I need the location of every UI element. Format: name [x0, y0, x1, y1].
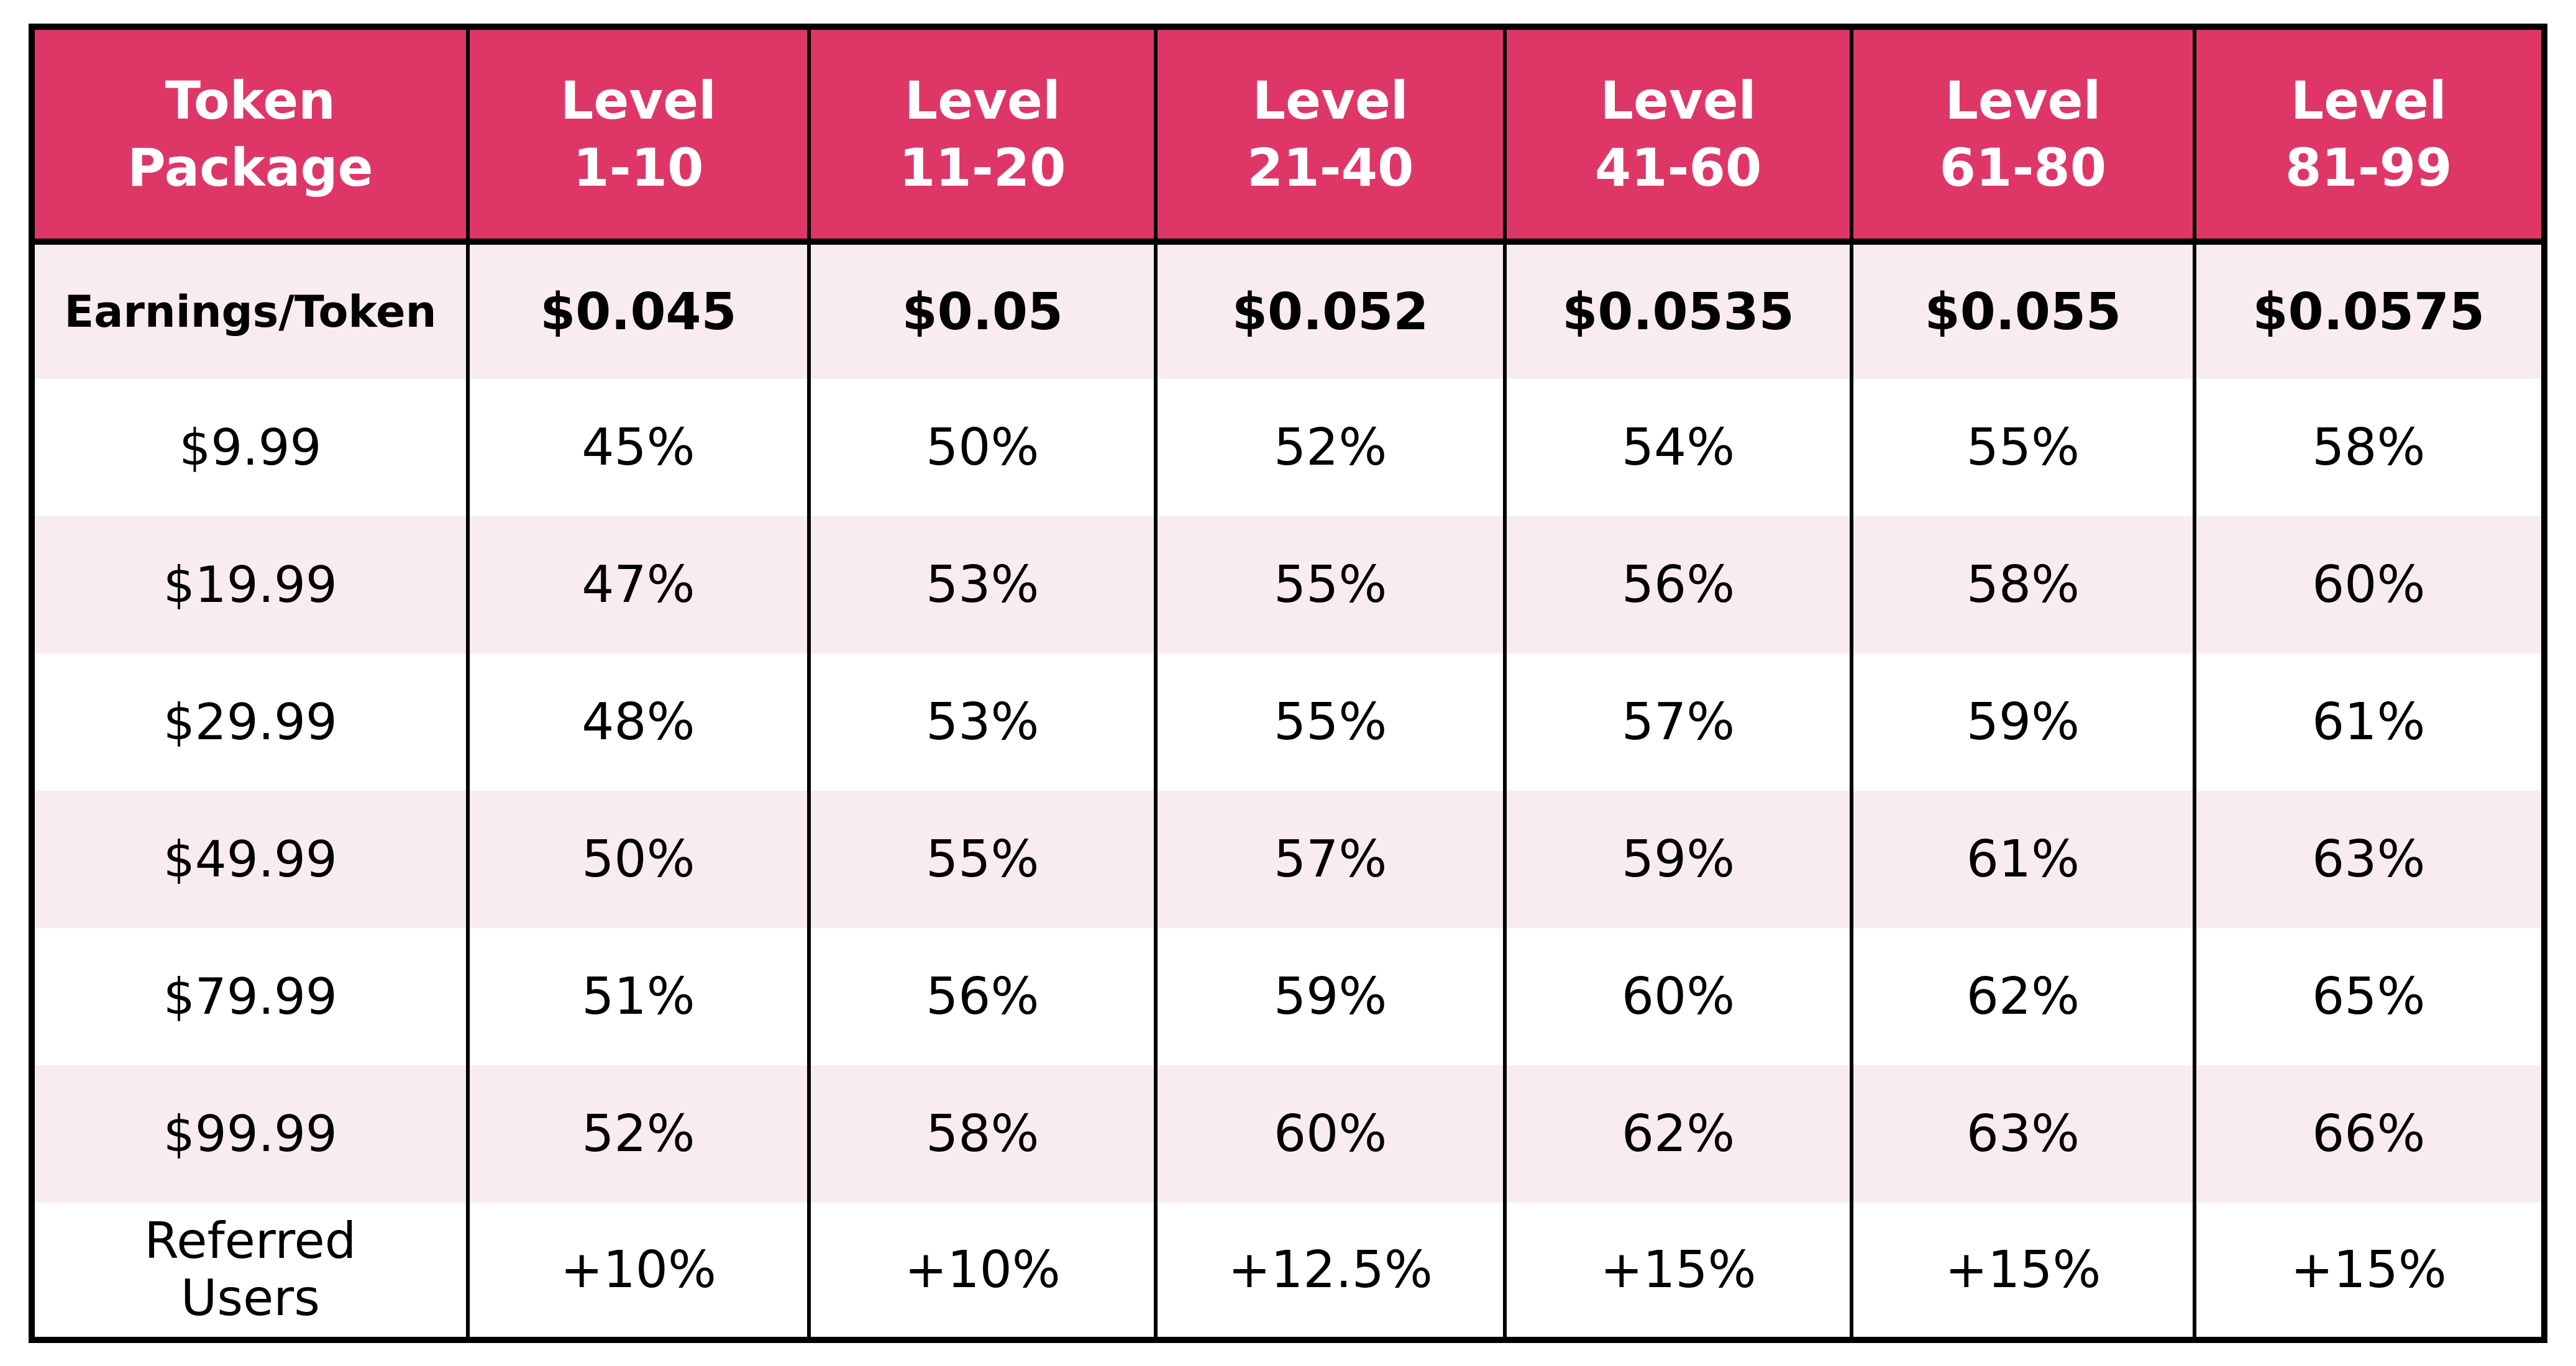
earnings-rate-cell: $0.055: [1850, 242, 2195, 379]
referral-bonus-cell: +10%: [465, 1203, 810, 1340]
percent-cell: 59%: [1154, 928, 1505, 1065]
header-level-1-10: Level 1-10: [465, 27, 810, 245]
header-line: 11-20: [898, 137, 1066, 198]
percent-cell: 45%: [465, 379, 810, 516]
percent-cell: 60%: [1154, 1065, 1505, 1203]
package-row: $29.99 48% 53% 55% 57% 59% 61%: [32, 653, 2544, 791]
package-price: $9.99: [32, 379, 468, 516]
header-line: 1-10: [573, 137, 704, 198]
header-line: Level: [1252, 70, 1409, 131]
header-line: 21-40: [1246, 137, 1414, 198]
package-row: $99.99 52% 58% 60% 62% 63% 66%: [32, 1065, 2544, 1203]
package-row: $9.99 45% 50% 52% 54% 55% 58%: [32, 379, 2544, 516]
header-line: 81-99: [2285, 137, 2452, 198]
header-line: Level: [560, 70, 716, 131]
package-row: $79.99 51% 56% 59% 60% 62% 65%: [32, 928, 2544, 1065]
header-level-81-99: Level 81-99: [2192, 27, 2544, 245]
package-price: $99.99: [32, 1065, 468, 1203]
referred-label-line: Users: [180, 1269, 320, 1327]
percent-cell: 60%: [1502, 928, 1852, 1065]
percent-cell: 54%: [1502, 379, 1852, 516]
referred-label-line: Referred: [144, 1212, 357, 1270]
percent-cell: 47%: [465, 516, 810, 653]
header-line: Package: [127, 137, 373, 198]
header-level-11-20: Level 11-20: [807, 27, 1156, 245]
header-level-61-80: Level 61-80: [1850, 27, 2195, 245]
percent-cell: 55%: [1154, 516, 1505, 653]
header-line: Level: [1600, 70, 1756, 131]
referral-bonus-cell: +10%: [807, 1203, 1156, 1340]
header-token-package: Token Package: [32, 27, 468, 245]
percent-cell: 57%: [1502, 653, 1852, 791]
percent-cell: 59%: [1850, 653, 2195, 791]
percent-cell: 59%: [1502, 791, 1852, 928]
percent-cell: 62%: [1502, 1065, 1852, 1203]
percent-cell: 52%: [1154, 379, 1505, 516]
percent-cell: 55%: [1850, 379, 2195, 516]
percent-cell: 53%: [807, 516, 1156, 653]
percent-cell: 52%: [465, 1065, 810, 1203]
package-row: $49.99 50% 55% 57% 59% 61% 63%: [32, 791, 2544, 928]
header-line: Token: [165, 70, 336, 131]
percent-cell: 58%: [807, 1065, 1156, 1203]
percent-cell: 61%: [1850, 791, 2195, 928]
percent-cell: 60%: [2192, 516, 2544, 653]
header-line: Level: [1945, 70, 2101, 131]
percent-cell: 62%: [1850, 928, 2195, 1065]
percent-cell: 51%: [465, 928, 810, 1065]
referral-bonus-cell: +12.5%: [1154, 1203, 1505, 1340]
earnings-per-token-label: Earnings/Token: [32, 242, 468, 379]
percent-cell: 57%: [1154, 791, 1505, 928]
header-line: Level: [904, 70, 1061, 131]
percent-cell: 50%: [465, 791, 810, 928]
percent-cell: 53%: [807, 653, 1156, 791]
percent-cell: 58%: [2192, 379, 2544, 516]
earnings-rate-cell: $0.0575: [2192, 242, 2544, 379]
percent-cell: 66%: [2192, 1065, 2544, 1203]
header-row: Token Package Level 1-10 Level 11-20 Lev…: [32, 27, 2544, 245]
referral-bonus-cell: +15%: [2192, 1203, 2544, 1340]
earnings-rate-cell: $0.0535: [1502, 242, 1852, 379]
package-row: $19.99 47% 53% 55% 56% 58% 60%: [32, 516, 2544, 653]
percent-cell: 61%: [2192, 653, 2544, 791]
percent-cell: 58%: [1850, 516, 2195, 653]
header-line: 41-60: [1594, 137, 1762, 198]
referred-users-label: Referred Users: [32, 1203, 468, 1340]
package-price: $79.99: [32, 928, 468, 1065]
header-level-41-60: Level 41-60: [1502, 27, 1852, 245]
percent-cell: 63%: [1850, 1065, 2195, 1203]
earnings-table: Token Package Level 1-10 Level 11-20 Lev…: [29, 24, 2547, 1343]
earnings-rate-cell: $0.052: [1154, 242, 1505, 379]
package-price: $19.99: [32, 516, 468, 653]
header-line: 61-80: [1939, 137, 2107, 198]
referral-bonus-cell: +15%: [1850, 1203, 2195, 1340]
percent-cell: 55%: [807, 791, 1156, 928]
percent-cell: 56%: [1502, 516, 1852, 653]
percent-cell: 63%: [2192, 791, 2544, 928]
percent-cell: 65%: [2192, 928, 2544, 1065]
percent-cell: 48%: [465, 653, 810, 791]
earnings-rate-cell: $0.05: [807, 242, 1156, 379]
earnings-rate-cell: $0.045: [465, 242, 810, 379]
header-level-21-40: Level 21-40: [1154, 27, 1505, 245]
percent-cell: 56%: [807, 928, 1156, 1065]
header-line: Level: [2290, 70, 2447, 131]
referral-bonus-cell: +15%: [1502, 1203, 1852, 1340]
earnings-per-token-row: Earnings/Token $0.045 $0.05 $0.052 $0.05…: [32, 242, 2544, 379]
referred-users-row: Referred Users +10% +10% +12.5% +15% +15…: [32, 1203, 2544, 1340]
percent-cell: 55%: [1154, 653, 1505, 791]
package-price: $29.99: [32, 653, 468, 791]
package-price: $49.99: [32, 791, 468, 928]
percent-cell: 50%: [807, 379, 1156, 516]
